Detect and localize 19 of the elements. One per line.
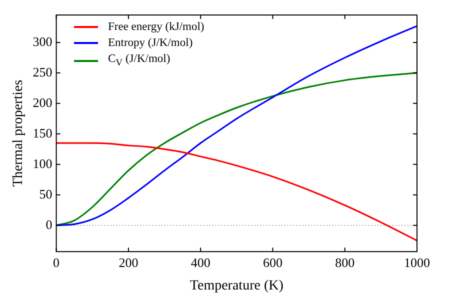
y-tick-label: 100 xyxy=(32,156,52,171)
y-tick-label: 50 xyxy=(39,186,52,202)
y-tick-label: 150 xyxy=(32,125,52,140)
y-tick-label: 300 xyxy=(32,34,52,49)
y-tick-label: 250 xyxy=(32,64,52,80)
line-series xyxy=(56,142,417,242)
legend-label: C$_{V}$ (J/K/mol) xyxy=(108,52,170,70)
y-tick-label: 0 xyxy=(46,216,52,232)
y-axis-title: Thermal properties xyxy=(11,80,26,187)
y-tick-label: 200 xyxy=(32,94,52,110)
x-tick-label: 1000 xyxy=(404,254,430,270)
x-tick-label: 400 xyxy=(190,254,210,270)
x-tick-label: 200 xyxy=(118,254,138,270)
legend-label: Free energy (kJ/mol) xyxy=(108,20,204,35)
line-series xyxy=(56,72,417,226)
x-tick-label: 600 xyxy=(262,254,282,270)
legend-label: Entropy (J/K/mol) xyxy=(108,36,193,51)
x-axis-title: Temperature (K) xyxy=(190,278,284,294)
x-tick-label: 800 xyxy=(335,254,355,270)
